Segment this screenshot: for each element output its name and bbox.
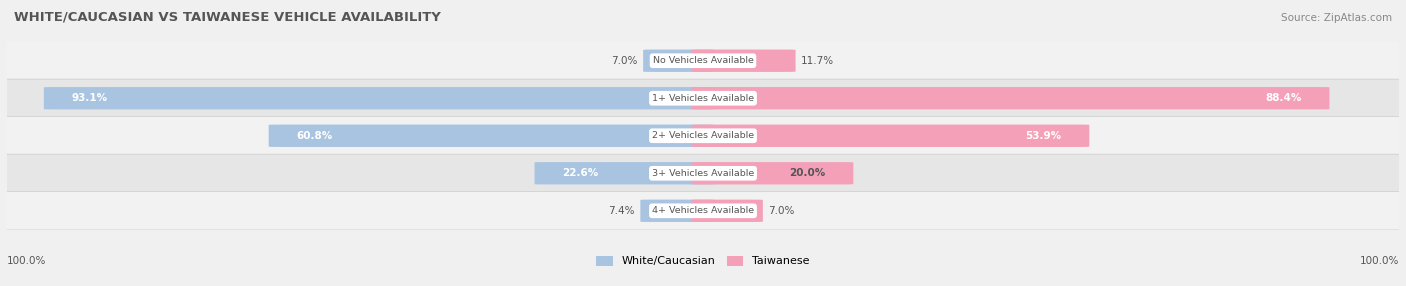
FancyBboxPatch shape — [643, 49, 714, 72]
Text: 60.8%: 60.8% — [297, 131, 333, 141]
Text: 7.4%: 7.4% — [609, 206, 634, 216]
Text: 2+ Vehicles Available: 2+ Vehicles Available — [652, 131, 754, 140]
FancyBboxPatch shape — [44, 87, 714, 110]
Text: 88.4%: 88.4% — [1265, 93, 1302, 103]
Text: 100.0%: 100.0% — [7, 256, 46, 266]
FancyBboxPatch shape — [534, 162, 714, 184]
FancyBboxPatch shape — [269, 125, 714, 147]
Text: 22.6%: 22.6% — [562, 168, 599, 178]
Text: 20.0%: 20.0% — [789, 168, 825, 178]
Text: Source: ZipAtlas.com: Source: ZipAtlas.com — [1281, 13, 1392, 23]
Text: 4+ Vehicles Available: 4+ Vehicles Available — [652, 206, 754, 215]
FancyBboxPatch shape — [0, 41, 1406, 80]
FancyBboxPatch shape — [692, 200, 763, 222]
Text: 53.9%: 53.9% — [1025, 131, 1062, 141]
FancyBboxPatch shape — [0, 79, 1406, 117]
Text: WHITE/CAUCASIAN VS TAIWANESE VEHICLE AVAILABILITY: WHITE/CAUCASIAN VS TAIWANESE VEHICLE AVA… — [14, 10, 440, 23]
FancyBboxPatch shape — [692, 125, 1090, 147]
FancyBboxPatch shape — [0, 192, 1406, 230]
Legend: White/Caucasian, Taiwanese: White/Caucasian, Taiwanese — [592, 251, 814, 271]
FancyBboxPatch shape — [0, 154, 1406, 192]
Text: 11.7%: 11.7% — [801, 56, 834, 66]
Text: 3+ Vehicles Available: 3+ Vehicles Available — [652, 169, 754, 178]
Text: 7.0%: 7.0% — [769, 206, 794, 216]
FancyBboxPatch shape — [640, 200, 714, 222]
Text: 100.0%: 100.0% — [1360, 256, 1399, 266]
Text: 7.0%: 7.0% — [612, 56, 637, 66]
FancyBboxPatch shape — [692, 162, 853, 184]
FancyBboxPatch shape — [692, 49, 796, 72]
Text: 1+ Vehicles Available: 1+ Vehicles Available — [652, 94, 754, 103]
FancyBboxPatch shape — [692, 87, 1330, 110]
Text: No Vehicles Available: No Vehicles Available — [652, 56, 754, 65]
Text: 93.1%: 93.1% — [72, 93, 108, 103]
FancyBboxPatch shape — [0, 117, 1406, 155]
